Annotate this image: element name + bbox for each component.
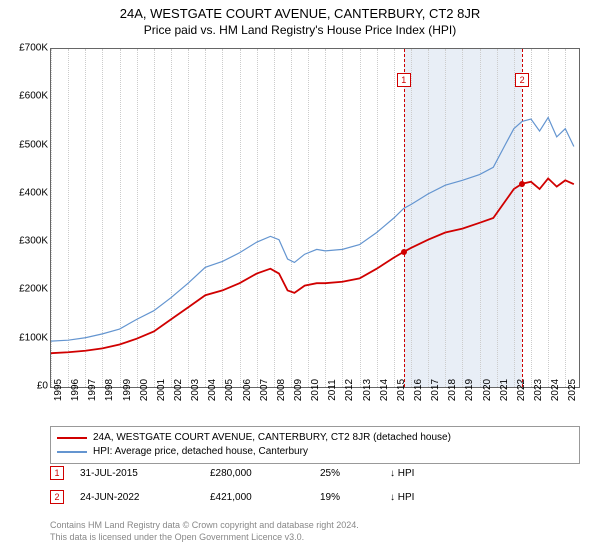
sale-ref: ↓ HPI: [390, 492, 470, 503]
y-tick-label: £400K: [19, 187, 48, 198]
series-line: [51, 118, 574, 342]
x-tick-label: 2019: [464, 379, 475, 401]
chart-lines: [51, 49, 579, 387]
x-tick-label: 2000: [139, 379, 150, 401]
sale-date: 24-JUN-2022: [80, 492, 200, 503]
sale-row-1: 1 31-JUL-2015 £280,000 25% ↓ HPI: [50, 466, 580, 480]
sale-price: £280,000: [210, 468, 310, 479]
x-tick-label: 2021: [499, 379, 510, 401]
x-tick-label: 1997: [87, 379, 98, 401]
y-tick-label: £200K: [19, 284, 48, 295]
legend: 24A, WESTGATE COURT AVENUE, CANTERBURY, …: [50, 426, 580, 464]
x-tick-label: 2018: [447, 379, 458, 401]
chart-plot-area: 12: [50, 48, 580, 388]
x-tick-label: 1998: [104, 379, 115, 401]
x-tick-label: 2007: [259, 379, 270, 401]
sale-date: 31-JUL-2015: [80, 468, 200, 479]
legend-row: 24A, WESTGATE COURT AVENUE, CANTERBURY, …: [57, 431, 573, 445]
x-tick-label: 2013: [362, 379, 373, 401]
x-tick-label: 2023: [533, 379, 544, 401]
x-tick-label: 2025: [567, 379, 578, 401]
legend-row: HPI: Average price, detached house, Cant…: [57, 445, 573, 459]
y-tick-label: £700K: [19, 43, 48, 54]
y-tick-label: £500K: [19, 139, 48, 150]
chart-subtitle: Price paid vs. HM Land Registry's House …: [0, 21, 600, 37]
x-tick-label: 2008: [276, 379, 287, 401]
chart-title: 24A, WESTGATE COURT AVENUE, CANTERBURY, …: [0, 0, 600, 21]
x-tick-label: 2014: [379, 379, 390, 401]
sale-delta: 19%: [320, 492, 380, 503]
y-tick-label: £300K: [19, 236, 48, 247]
x-tick-label: 2004: [207, 379, 218, 401]
sale-delta: 25%: [320, 468, 380, 479]
x-tick-label: 2024: [550, 379, 561, 401]
x-tick-label: 1996: [70, 379, 81, 401]
y-tick-label: £0: [37, 381, 48, 392]
sale-marker-1: 1: [50, 466, 64, 480]
x-tick-label: 2020: [482, 379, 493, 401]
y-tick-label: £600K: [19, 91, 48, 102]
x-tick-label: 2015: [396, 379, 407, 401]
y-tick-label: £100K: [19, 332, 48, 343]
x-tick-label: 2002: [173, 379, 184, 401]
legend-label: 24A, WESTGATE COURT AVENUE, CANTERBURY, …: [93, 431, 451, 445]
legend-swatch: [57, 437, 87, 439]
x-tick-label: 2009: [293, 379, 304, 401]
x-tick-label: 2010: [310, 379, 321, 401]
x-tick-label: 2001: [156, 379, 167, 401]
x-tick-label: 1995: [53, 379, 64, 401]
footer-line-2: This data is licensed under the Open Gov…: [50, 532, 580, 542]
sale-row-2: 2 24-JUN-2022 £421,000 19% ↓ HPI: [50, 490, 580, 504]
footer-line-1: Contains HM Land Registry data © Crown c…: [50, 520, 580, 530]
x-tick-label: 1999: [122, 379, 133, 401]
sale-price: £421,000: [210, 492, 310, 503]
x-tick-label: 2022: [516, 379, 527, 401]
x-tick-label: 2012: [344, 379, 355, 401]
sale-marker-2: 2: [50, 490, 64, 504]
x-tick-label: 2011: [327, 379, 338, 401]
x-tick-label: 2006: [242, 379, 253, 401]
sale-ref: ↓ HPI: [390, 468, 470, 479]
x-tick-label: 2017: [430, 379, 441, 401]
legend-swatch: [57, 451, 87, 452]
x-tick-label: 2005: [224, 379, 235, 401]
x-tick-label: 2003: [190, 379, 201, 401]
legend-label: HPI: Average price, detached house, Cant…: [93, 445, 308, 459]
series-line: [51, 178, 574, 353]
x-tick-label: 2016: [413, 379, 424, 401]
